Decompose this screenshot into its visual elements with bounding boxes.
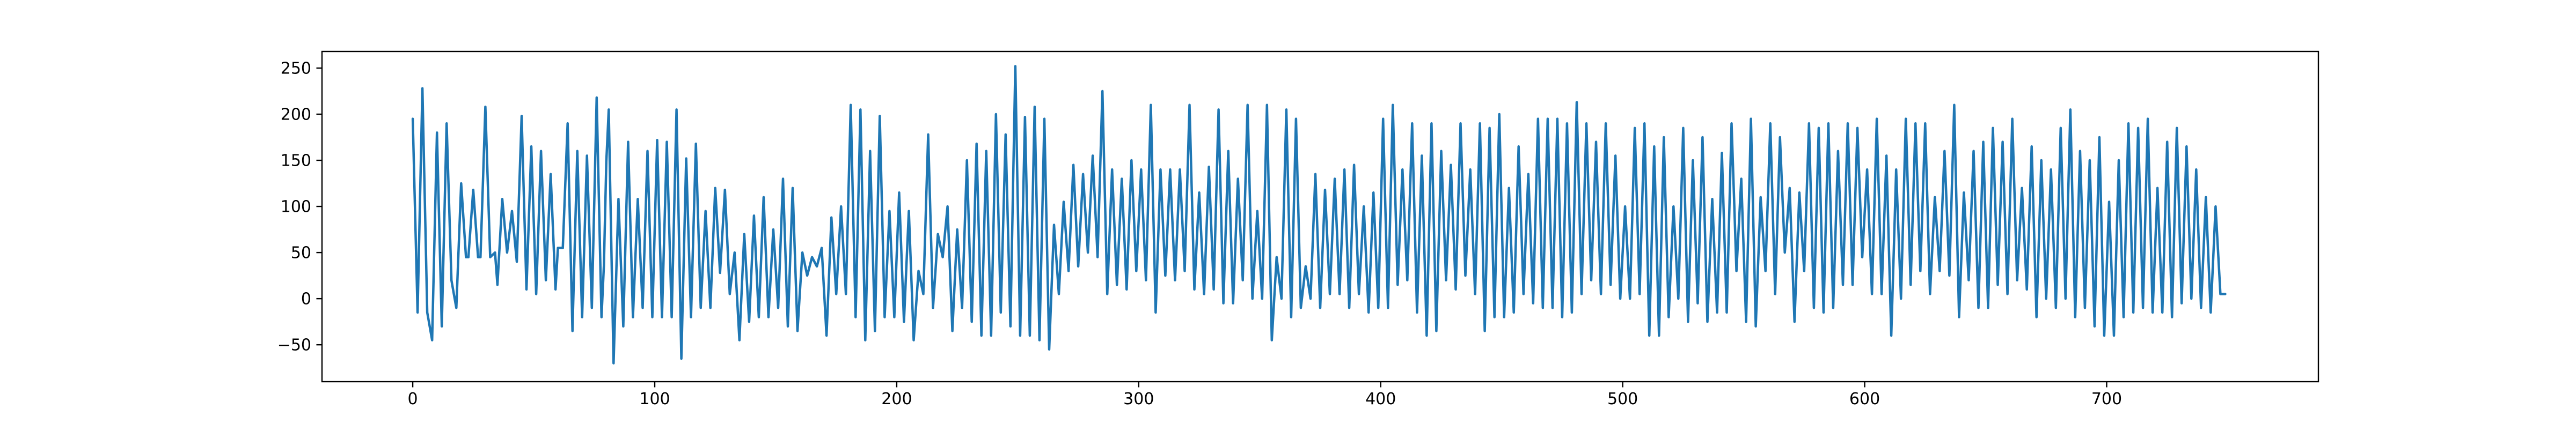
x-tick-label: 600 — [1849, 390, 1880, 408]
x-tick-label: 700 — [2091, 390, 2122, 408]
y-tick-label: 0 — [301, 290, 311, 309]
series-line-1 — [411, 65, 2227, 365]
y-tick-label: 250 — [281, 59, 311, 78]
x-tick-label: 0 — [408, 390, 418, 408]
x-tick-label: 200 — [881, 390, 912, 408]
x-tick-label: 300 — [1123, 390, 1154, 408]
y-tick-label: 200 — [281, 106, 311, 124]
y-tick-label: 150 — [281, 152, 311, 170]
x-tick-label: 500 — [1607, 390, 1638, 408]
y-tick-label: 100 — [281, 198, 311, 217]
y-tick-label: −50 — [277, 336, 311, 355]
y-tick-label: 50 — [291, 244, 311, 263]
x-tick-label: 100 — [639, 390, 670, 408]
x-tick-label: 400 — [1365, 390, 1396, 408]
axes-frame — [321, 50, 2319, 383]
